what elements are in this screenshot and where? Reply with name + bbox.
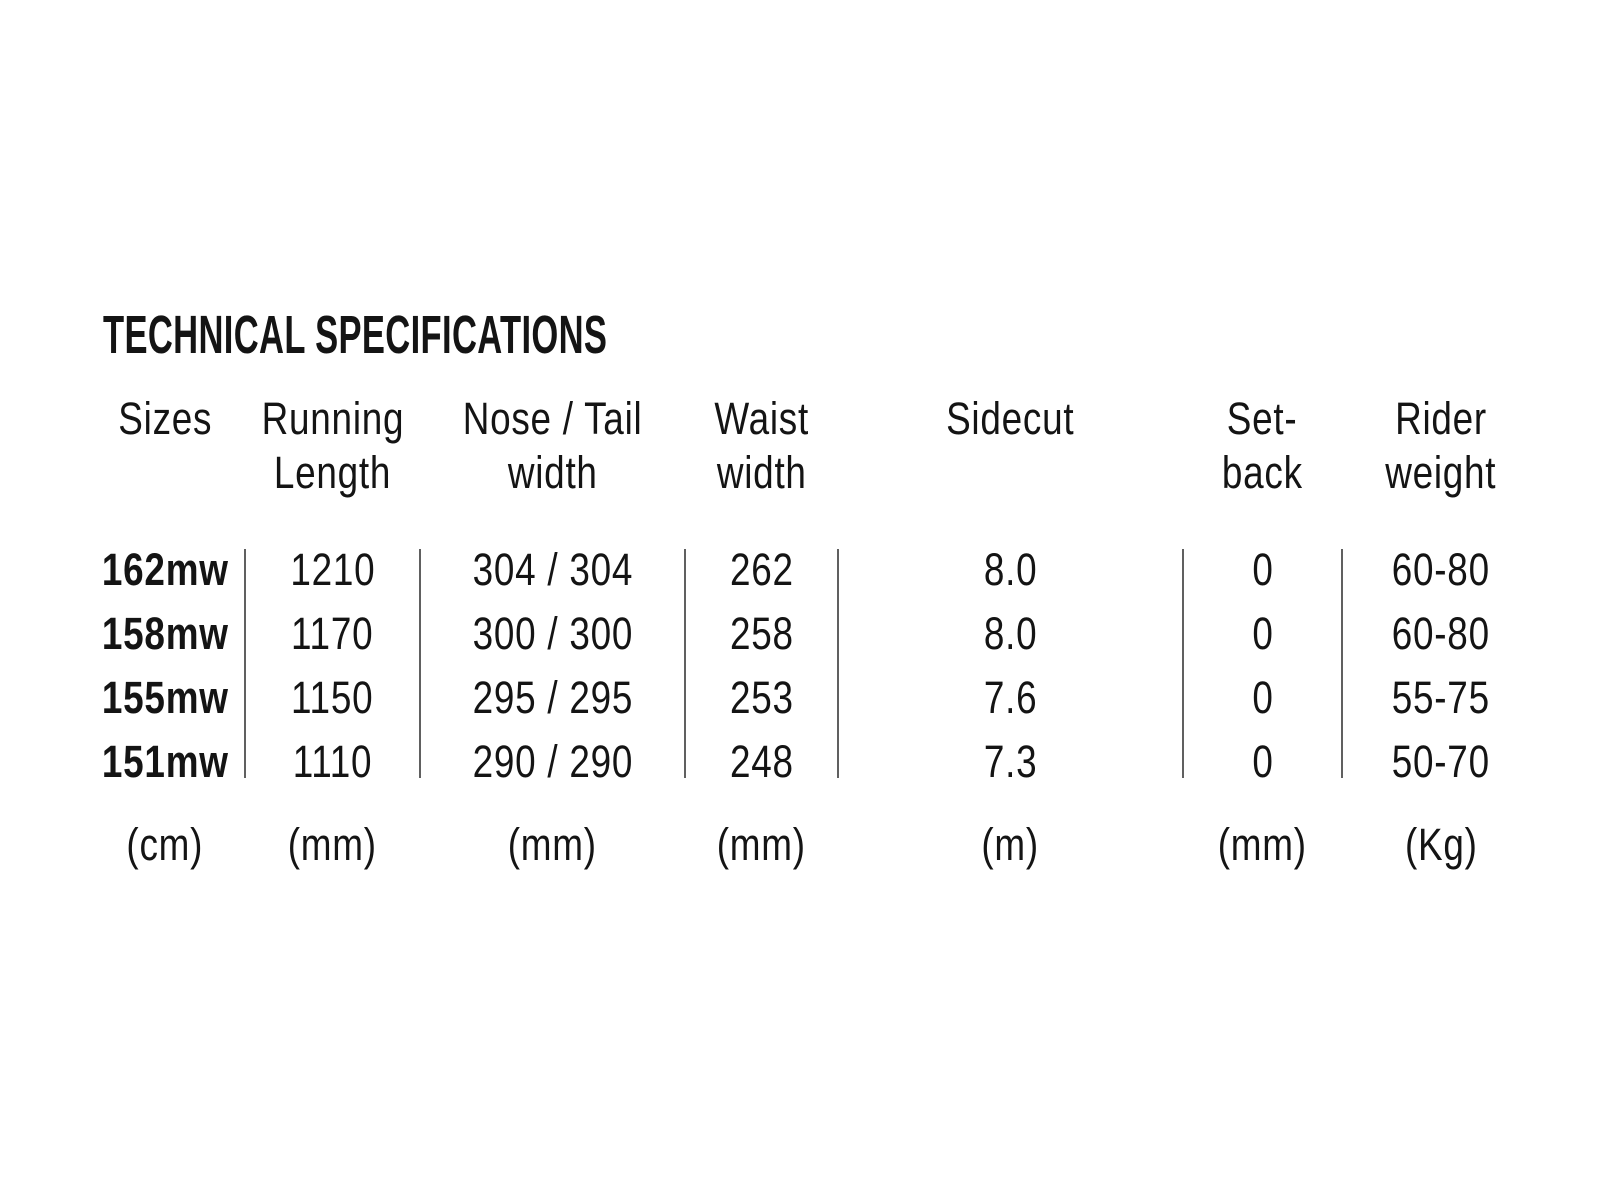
page-title: TECHNICAL SPECIFICATIONS — [103, 305, 891, 365]
cell-nose-tail-width: 304 / 304 — [472, 544, 633, 595]
column-divider — [837, 549, 839, 778]
column-divider — [244, 549, 246, 778]
cell-rider-weight: 55-75 — [1391, 672, 1491, 723]
col-header-running-length: Running Length — [261, 393, 404, 498]
col-header-nose-tail-width: Nose / Tail width — [462, 393, 643, 498]
cell-running-length: 1210 — [289, 544, 376, 595]
cell-waist-width: 258 — [729, 608, 794, 659]
cell-running-length: 1150 — [291, 672, 374, 723]
cell-size: 158mw — [101, 608, 229, 659]
cell-running-length: 1110 — [292, 736, 373, 787]
cell-sidecut: 8.0 — [983, 608, 1038, 659]
col-header-sidecut: Sidecut — [946, 393, 1075, 444]
cell-size: 162mw — [101, 544, 229, 595]
cell-rider-weight: 60-80 — [1391, 544, 1491, 595]
cell-sidecut: 7.6 — [983, 672, 1038, 723]
spec-table-units: (cm) (mm) (mm) (mm) (m) (mm) (Kg) — [85, 819, 1600, 870]
cell-running-length: 1170 — [291, 608, 374, 659]
cell-setback: 0 — [1251, 608, 1274, 659]
unit-setback: (mm) — [1217, 819, 1307, 870]
col-header-waist-width: Waist width — [714, 393, 809, 498]
cell-size: 151mw — [101, 736, 229, 787]
column-divider — [1182, 549, 1184, 778]
unit-sizes: (cm) — [126, 819, 204, 870]
cell-setback: 0 — [1251, 672, 1274, 723]
spec-table-header: Sizes Running Length Nose / Tail width W… — [85, 392, 1600, 500]
unit-nose-tail-width: (mm) — [507, 819, 597, 870]
unit-sidecut: (m) — [981, 819, 1040, 870]
cell-nose-tail-width: 290 / 290 — [472, 736, 633, 787]
col-header-rider-weight: Rider weight — [1385, 393, 1497, 498]
column-divider — [419, 549, 421, 778]
cell-rider-weight: 60-80 — [1391, 608, 1491, 659]
cell-size: 155mw — [101, 672, 229, 723]
spec-table-body: 162mw 1210 304 / 304 262 8.0 0 60-80 158… — [85, 538, 1600, 794]
unit-running-length: (mm) — [287, 819, 377, 870]
cell-nose-tail-width: 295 / 295 — [472, 672, 633, 723]
cell-sidecut: 8.0 — [983, 544, 1038, 595]
col-header-setback: Set- back — [1222, 393, 1303, 498]
cell-rider-weight: 50-70 — [1391, 736, 1491, 787]
page-title-text: TECHNICAL SPECIFICATIONS — [103, 305, 608, 365]
cell-setback: 0 — [1251, 736, 1274, 787]
cell-waist-width: 248 — [729, 736, 794, 787]
cell-sidecut: 7.3 — [983, 736, 1038, 787]
unit-rider-weight: (Kg) — [1404, 819, 1478, 870]
cell-waist-width: 262 — [729, 544, 794, 595]
unit-waist-width: (mm) — [716, 819, 806, 870]
cell-waist-width: 253 — [729, 672, 794, 723]
cell-setback: 0 — [1251, 544, 1274, 595]
column-divider — [684, 549, 686, 778]
col-header-sizes: Sizes — [118, 393, 212, 444]
column-divider — [1341, 549, 1343, 778]
cell-nose-tail-width: 300 / 300 — [472, 608, 633, 659]
